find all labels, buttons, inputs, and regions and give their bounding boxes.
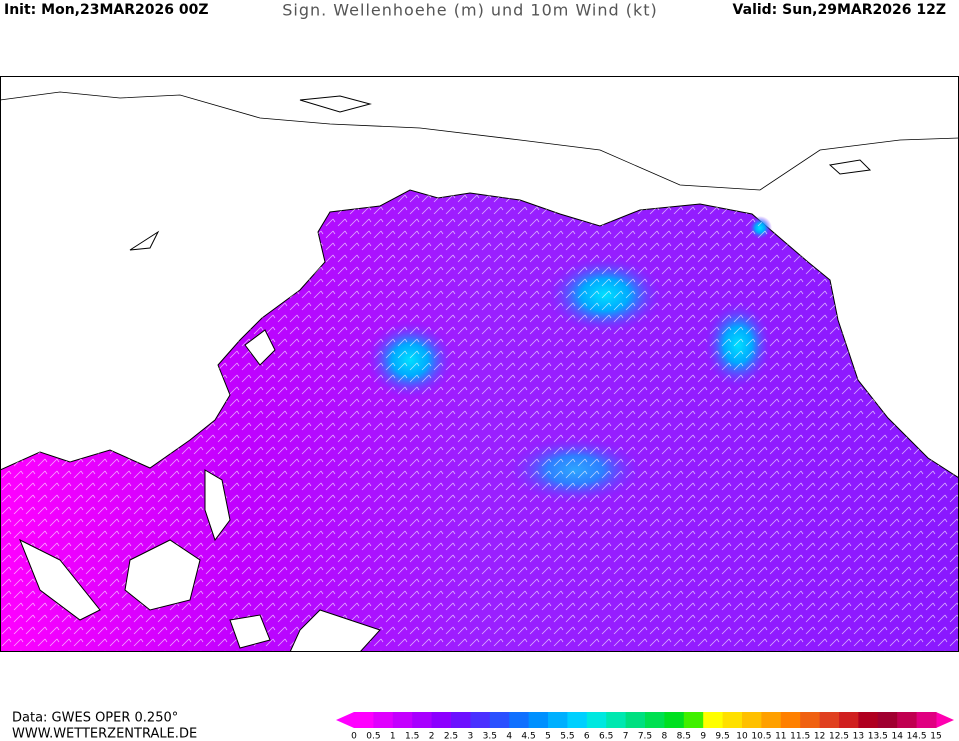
colorbar-swatch (451, 712, 471, 728)
colorbar-label: 1.5 (405, 732, 419, 741)
colorbar-label: 7.5 (638, 732, 652, 741)
colorbar-label: 1 (390, 732, 396, 741)
colorbar-swatch (548, 712, 568, 728)
colorbar-swatch (528, 712, 549, 728)
colorbar-swatch (664, 712, 685, 728)
website: WWW.WETTERZENTRALE.DE (12, 727, 197, 741)
colorbar-label: 12 (814, 732, 825, 741)
colorbar-label: 7 (623, 732, 629, 741)
colorbar-label: 11 (775, 732, 786, 741)
colorbar-swatch (625, 712, 646, 728)
colorbar-swatch (354, 712, 374, 728)
colorbar-swatch (722, 712, 743, 728)
wind-barbs (0, 190, 959, 652)
colorbar-label: 6.5 (599, 732, 613, 741)
colorbar-label: 2.5 (444, 732, 458, 741)
colorbar-label: 4.5 (521, 732, 535, 741)
colorbar-swatch (431, 712, 452, 728)
colorbar-label: 14 (891, 732, 903, 741)
colorbar-label: 13 (853, 732, 864, 741)
colorbar-under (336, 712, 354, 728)
colorbar-label: 10.5 (751, 732, 771, 741)
colorbar-label: 12.5 (829, 732, 849, 741)
map-title: Sign. Wellenhoehe (m) und 10m Wind (kt) (282, 1, 658, 20)
colorbar-swatch (916, 712, 937, 728)
colorbar-swatch (606, 712, 627, 728)
islands (19, 95, 872, 652)
colorbar-label: 8 (662, 732, 668, 741)
colorbar-swatch (489, 712, 510, 728)
colorbar-swatch (761, 712, 782, 728)
colorbar-label: 9 (700, 732, 706, 741)
colorbar-label: 3.5 (483, 732, 497, 741)
colorbar-label: 5 (545, 732, 551, 741)
colorbar-swatch (412, 712, 433, 728)
colorbar-label: 0 (351, 732, 357, 741)
valid-time: Valid: Sun,29MAR2026 12Z (733, 2, 946, 18)
colorbar-label: 4 (506, 732, 512, 741)
colorbar-label: 13.5 (868, 732, 888, 741)
colorbar-swatch (800, 712, 821, 728)
colorbar-swatch (819, 712, 840, 728)
colorbar-label: 10 (736, 732, 748, 741)
init-time: Init: Mon,23MAR2026 00Z (4, 2, 208, 18)
colorbar-swatch (509, 712, 530, 728)
colorbar-label: 9.5 (715, 732, 729, 741)
colorbar-swatch (877, 712, 898, 728)
colorbar-over (936, 712, 954, 728)
colorbar-swatch (839, 712, 859, 728)
colorbar: 0 0.5 1 1.5 2 2.5 3 3.5 4 4.5 5 5.5 6 6.5 7 7.5 8 8.5 9 9.5… (336, 712, 954, 741)
colorbar-swatch (470, 712, 491, 728)
colorbar-swatch (567, 712, 588, 728)
colorbar-swatch (373, 712, 394, 728)
colorbar-label: 2 (429, 732, 435, 741)
colorbar-swatch (742, 712, 762, 728)
map (0, 76, 959, 652)
colorbar-swatch (858, 712, 879, 728)
colorbar-label: 15 (930, 732, 941, 741)
colorbar-swatch (703, 712, 724, 728)
colorbar-label: 3 (468, 732, 474, 741)
data-source: Data: GWES OPER 0.250° (12, 711, 178, 726)
colorbar-label: 11.5 (790, 732, 810, 741)
colorbar-swatch (392, 712, 413, 728)
colorbar-swatch (780, 712, 801, 728)
coastline (0, 91, 959, 191)
colorbar-label: 14.5 (907, 732, 927, 741)
colorbar-label: 0.5 (366, 732, 380, 741)
colorbar-swatch (683, 712, 704, 728)
colorbar-label: 6 (584, 732, 590, 741)
colorbar-label: 8.5 (677, 732, 691, 741)
colorbar-swatch (897, 712, 918, 728)
colorbar-swatch (586, 712, 607, 728)
colorbar-swatch (645, 712, 665, 728)
colorbar-label: 5.5 (560, 732, 574, 741)
